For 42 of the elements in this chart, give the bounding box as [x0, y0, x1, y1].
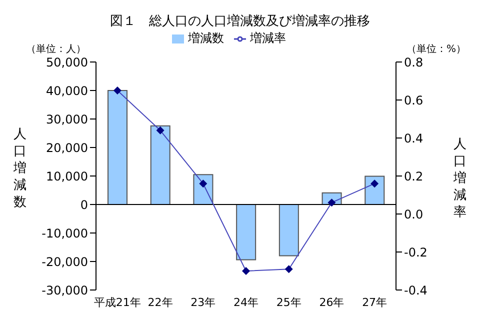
y-tick-label: -10,000 [42, 226, 88, 240]
text: （単位：人） [26, 43, 86, 56]
y-tick-label: 0 [80, 198, 88, 212]
chart-title: 図１ 総人口の人口増減数及び増減率の推移 [109, 12, 371, 30]
x-tick-label: 25年 [276, 296, 302, 309]
y-axis-title: 人口増減数 [12, 127, 26, 210]
point [242, 267, 250, 275]
bar [236, 204, 256, 260]
legend-label: 増減率 [250, 31, 286, 45]
y2-tick-label: 0.2 [404, 169, 424, 184]
y2-tick-label: -0.4 [404, 283, 428, 298]
y-tick-label: 50,000 [46, 55, 88, 70]
y-tick-label: -30,000 [42, 283, 88, 298]
point [284, 265, 293, 274]
bar [108, 90, 128, 205]
text: （単位：%） [406, 43, 466, 56]
point [328, 198, 336, 207]
y2-axis-title: 人口増減率 [452, 137, 466, 220]
x-tick-label: 24年 [234, 296, 258, 309]
legend-label: 増減数 [188, 31, 224, 45]
y2-tick-label: 0.8 [404, 55, 424, 70]
y-tick-label: 20,000 [46, 140, 88, 155]
x-tick-label: 27年 [362, 296, 388, 309]
y-tick-label: 30,000 [46, 112, 88, 126]
x-tick-label: 平成21年 [94, 296, 141, 309]
bar [278, 204, 299, 256]
y-tick-label: -20,000 [42, 254, 88, 269]
x-tick-label: 23年 [190, 296, 216, 309]
point [113, 86, 122, 94]
x-tick-label: 22年 [148, 296, 173, 309]
bar [150, 125, 170, 205]
bar [364, 176, 385, 205]
y2-tick-label: -0.2 [404, 245, 428, 260]
point [370, 180, 379, 188]
y-tick-label: 40,000 [46, 84, 88, 98]
y2-tick-label: 0.0 [404, 207, 424, 222]
y2-tick-label: 0.6 [404, 93, 424, 108]
y2-tick-label: 0.4 [404, 131, 424, 146]
x-tick-label: 26年 [319, 296, 344, 309]
point [156, 126, 164, 134]
point [199, 180, 208, 188]
y-tick-label: 10,000 [46, 169, 88, 184]
